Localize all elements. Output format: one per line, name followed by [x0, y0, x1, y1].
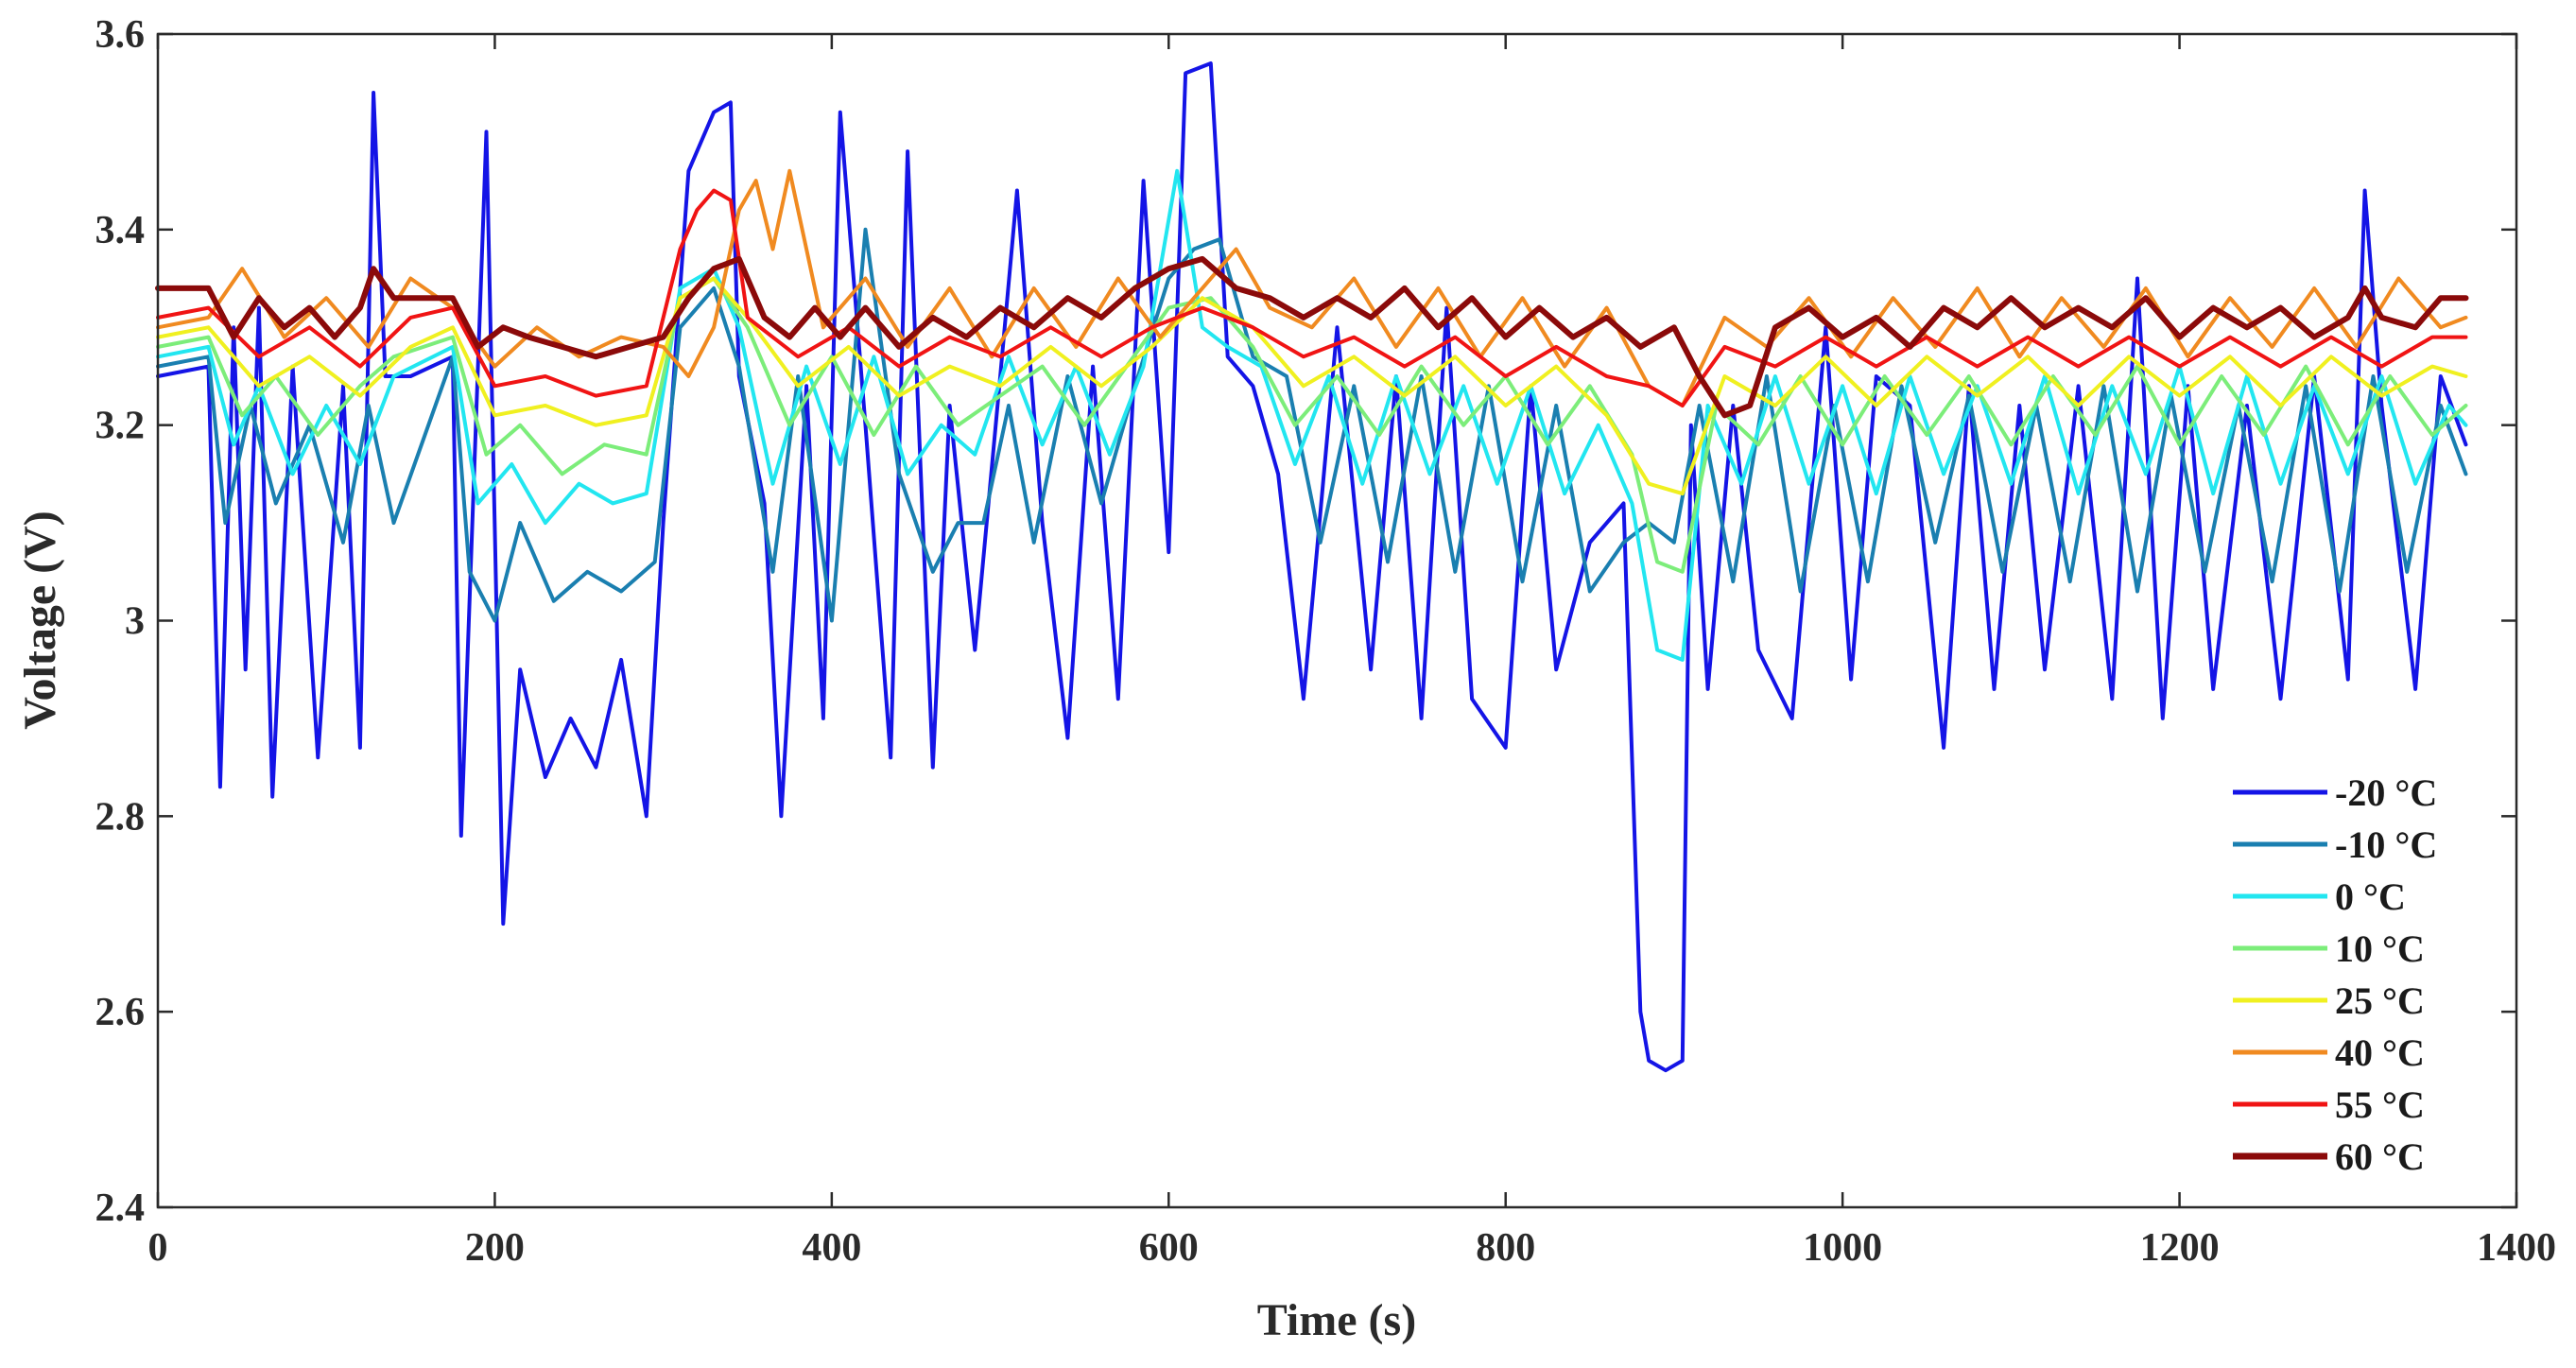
y-tick-label: 3.4: [95, 209, 146, 252]
series-line-1: [156, 227, 2468, 623]
y-axis-label: Voltage (V): [15, 511, 65, 730]
x-tick-label: 1000: [1803, 1226, 1882, 1270]
x-tick-label: 1400: [2477, 1226, 2556, 1270]
series-layer: [155, 61, 2469, 1073]
series-line-3: [156, 276, 2468, 574]
x-axis-label: Time (s): [1257, 1295, 1416, 1345]
series-line-7: [155, 255, 2469, 419]
x-tick-label: 400: [802, 1226, 861, 1270]
y-tick-label: 3.2: [95, 405, 146, 448]
ticks-layer: 0 200 400 600 800 1000 1200 1400 2.4 2.6 2.8 3 3.2 3.…: [95, 13, 2557, 1270]
legend-label-2: 0 °C: [2335, 875, 2406, 918]
y-tick-label: 3: [125, 600, 145, 644]
legend-label-1: -10 °C: [2335, 823, 2437, 866]
x-tick-label: 600: [1139, 1226, 1199, 1270]
y-tick-label: 2.4: [95, 1186, 146, 1230]
legend-label-3: 10 °C: [2335, 927, 2425, 970]
series-line-0: [156, 61, 2468, 1073]
legend-label-6: 55 °C: [2335, 1083, 2425, 1126]
series-line-2: [156, 168, 2468, 662]
x-tick-label: 0: [148, 1226, 168, 1270]
legend-label-0: -20 °C: [2335, 771, 2437, 814]
x-tick-label: 800: [1476, 1226, 1535, 1270]
x-tick-label: 1200: [2140, 1226, 2220, 1270]
series-line-6: [156, 188, 2468, 407]
legend-label-7: 60 °C: [2335, 1135, 2425, 1178]
y-tick-label: 2.8: [95, 795, 146, 839]
legend-label-4: 25 °C: [2335, 979, 2425, 1022]
legend-label-5: 40 °C: [2335, 1031, 2425, 1074]
y-tick-label: 3.6: [95, 13, 146, 57]
y-tick-label: 2.6: [95, 991, 146, 1034]
legend: -20 °C -10 °C 0 °C 10 °C 25 °C 40 °C 55 °C 60 °…: [2233, 771, 2437, 1178]
x-tick-label: 200: [465, 1226, 525, 1270]
series-line-4: [156, 276, 2468, 496]
